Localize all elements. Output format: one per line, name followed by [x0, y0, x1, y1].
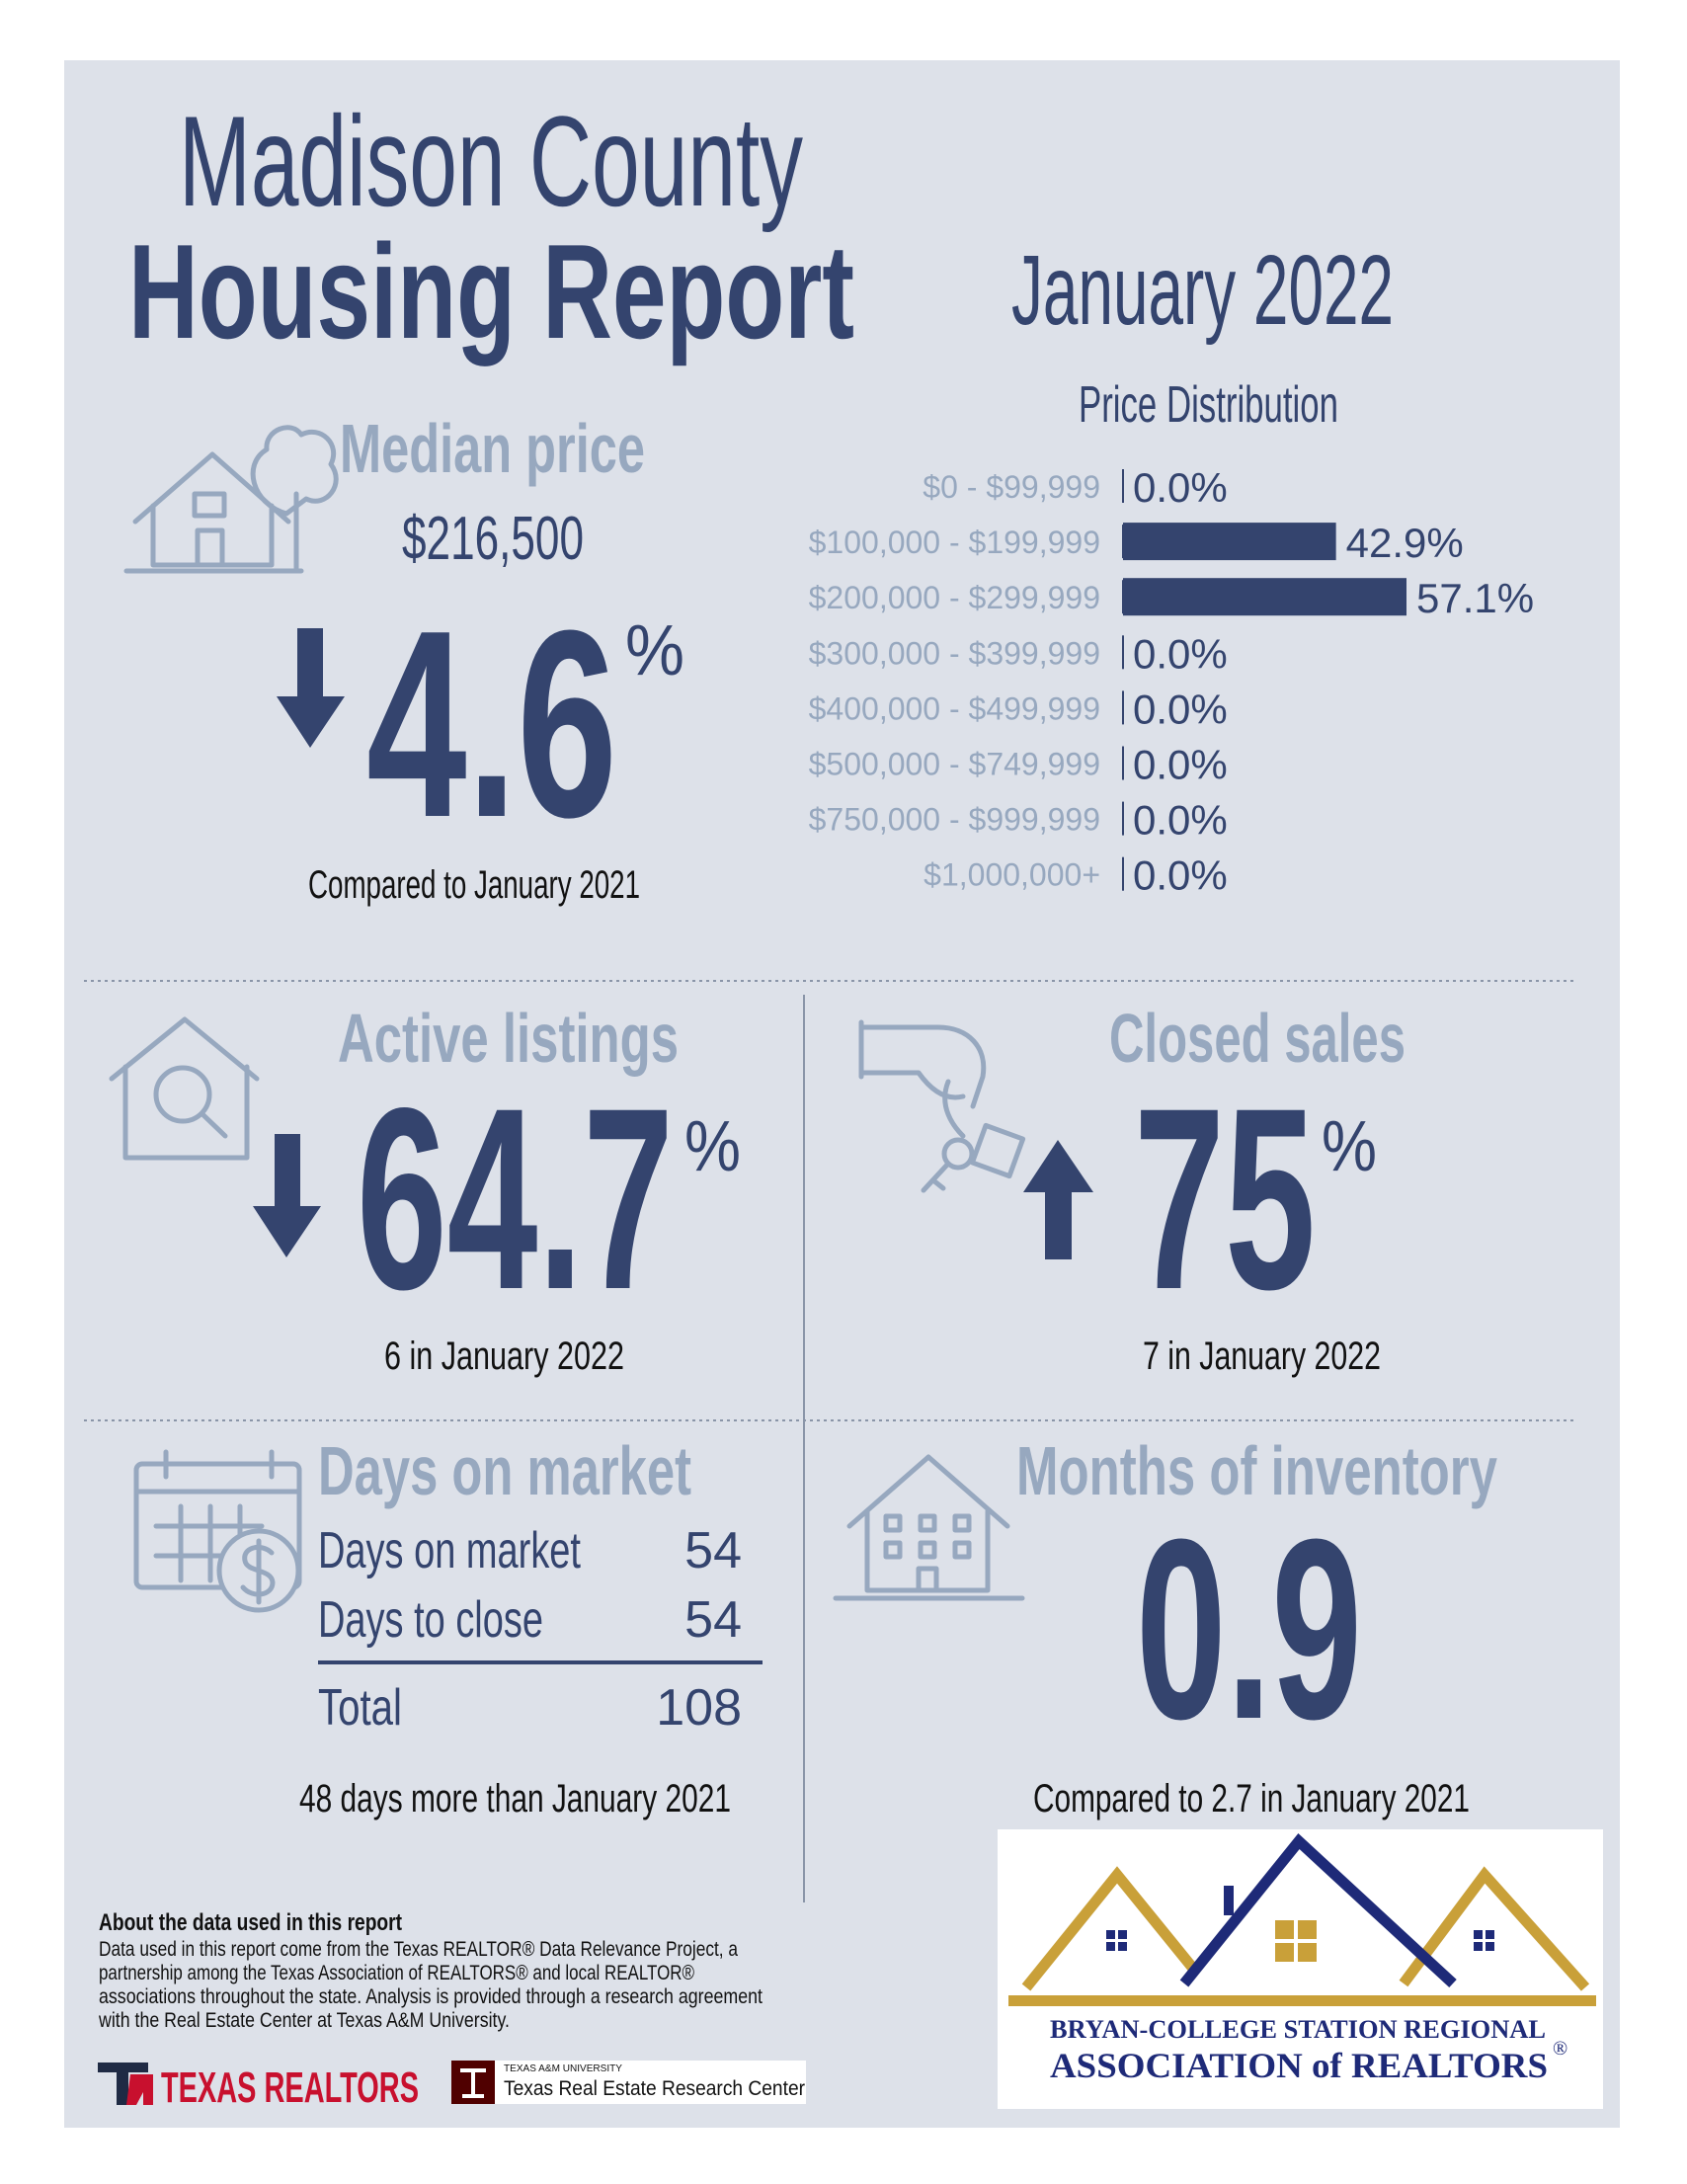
note: 48 days more than January 2021	[299, 1777, 731, 1820]
change-value: 64.7	[357, 1054, 674, 1343]
logo-text: TEXAS A&M UNIVERSITY	[504, 2063, 622, 2074]
tamu-mark-glyph	[460, 2068, 486, 2098]
about-text: partnership among the Texas Association …	[99, 1962, 694, 1984]
logo-text: ASSOCIATION of REALTORS	[1050, 2046, 1548, 2085]
search-house-icon	[109, 1016, 260, 1161]
category-label: $0 - $99,999	[923, 469, 1100, 505]
category-label: $750,000 - $999,999	[809, 802, 1100, 838]
median-price: $216,500	[402, 505, 584, 573]
section-heading: Active listings	[338, 1000, 679, 1077]
inventory-value: 0.9	[1136, 1487, 1362, 1773]
panel	[64, 60, 1620, 2128]
value-label: 0.0%	[1133, 464, 1228, 511]
change-unit: %	[625, 611, 684, 690]
row-value: 108	[656, 1679, 742, 1737]
about-text: associations throughout the state. Analy…	[99, 1985, 763, 2008]
logo-text: ®	[1553, 2038, 1567, 2060]
about-text: Data used in this report come from the T…	[99, 1938, 738, 1961]
section-heading: Months of inventory	[1016, 1432, 1497, 1509]
change-unit: %	[684, 1107, 741, 1186]
note: 7 in January 2022	[1143, 1335, 1381, 1378]
row-label: Days on market	[318, 1522, 581, 1579]
up-arrow	[1023, 1140, 1093, 1259]
chart-title: Price Distribution	[1079, 376, 1338, 434]
house-icon	[123, 425, 339, 574]
row-value: 54	[684, 1591, 742, 1649]
down-arrow	[277, 628, 345, 748]
section-heading: Days on market	[318, 1432, 691, 1509]
bcs-logo	[998, 1829, 1603, 2109]
row-label: Days to close	[318, 1591, 543, 1649]
calendar-icon	[133, 1449, 302, 1613]
value-label: 0.0%	[1133, 686, 1228, 732]
period: January 2022	[1011, 235, 1394, 346]
title: Housing Report	[128, 216, 854, 366]
note: Compared to January 2021	[308, 863, 640, 907]
title: Madison County	[179, 89, 803, 233]
category-label: $500,000 - $749,999	[809, 747, 1100, 782]
keys-icon	[858, 1019, 1026, 1193]
row-label: Total	[318, 1679, 402, 1737]
note: 6 in January 2022	[384, 1335, 624, 1378]
about-text: with the Real Estate Center at Texas A&M…	[98, 2009, 510, 2032]
category-label: $100,000 - $199,999	[809, 525, 1100, 560]
category-label: $1,000,000+	[924, 857, 1100, 893]
row-value: 54	[684, 1522, 742, 1579]
about-title: About the data used in this report	[99, 1909, 402, 1936]
section-heading: Median price	[340, 410, 645, 487]
category-label: $200,000 - $299,999	[809, 580, 1100, 615]
bar	[1123, 578, 1406, 616]
logo-text: BRYAN-COLLEGE STATION REGIONAL	[1050, 2015, 1546, 2044]
section-heading: Closed sales	[1109, 1000, 1406, 1077]
change-value: 4.6	[366, 576, 617, 873]
change-unit: %	[1322, 1107, 1377, 1186]
value-label: 0.0%	[1133, 742, 1228, 788]
logo-text: Texas Real Estate Research Center	[504, 2077, 805, 2100]
value-label: 0.0%	[1133, 852, 1228, 899]
logo-text: TEXAS REALTORS	[161, 2063, 419, 2112]
texas-realtors-mark	[98, 2063, 153, 2105]
value-label: 0.0%	[1133, 797, 1228, 844]
value-label: 0.0%	[1133, 630, 1228, 677]
category-label: $300,000 - $399,999	[809, 635, 1100, 671]
building-icon	[833, 1454, 1025, 1601]
value-label: 42.9%	[1346, 520, 1464, 566]
bar	[1123, 523, 1336, 561]
note: Compared to 2.7 in January 2021	[1033, 1777, 1470, 1820]
change-value: 75	[1134, 1054, 1316, 1343]
category-label: $400,000 - $499,999	[809, 690, 1100, 726]
value-label: 57.1%	[1416, 575, 1534, 621]
down-arrow	[253, 1134, 321, 1257]
tamu-logo	[451, 2061, 806, 2104]
